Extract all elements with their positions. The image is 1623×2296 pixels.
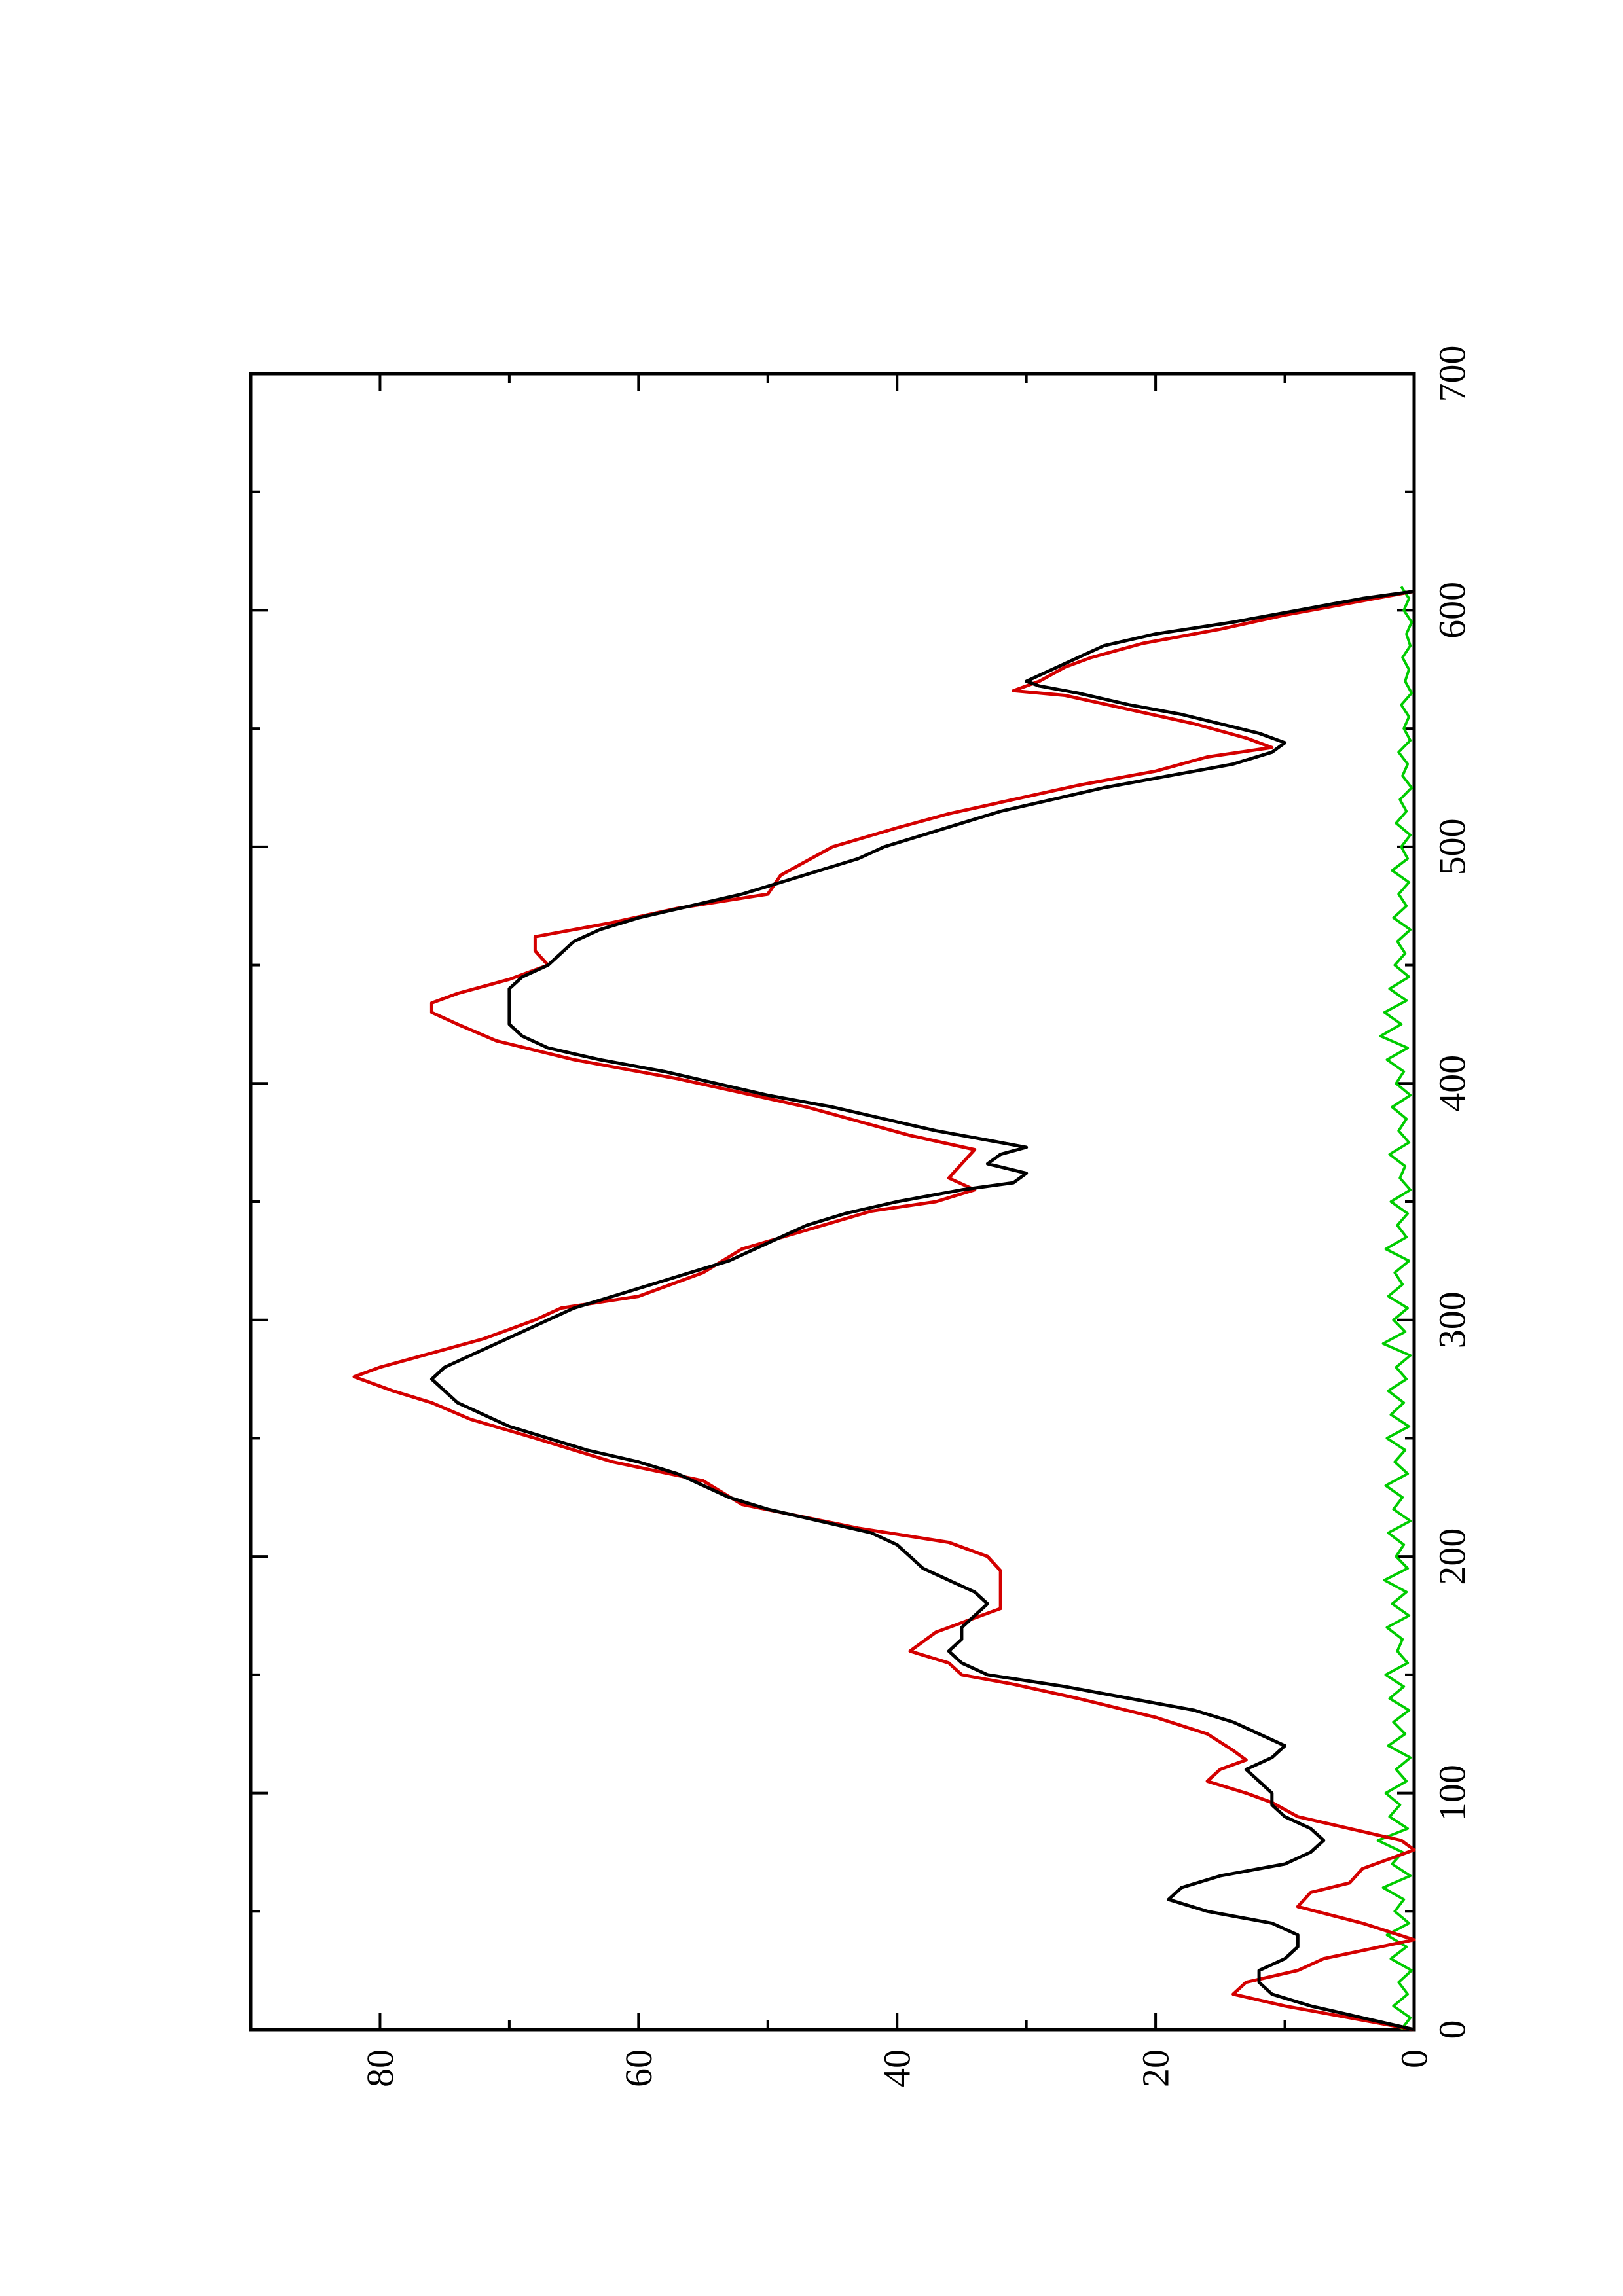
y-tick-label: 40 <box>876 2049 919 2087</box>
y-tick-label: 80 <box>359 2049 401 2087</box>
y-tick-label: 60 <box>617 2049 660 2087</box>
y-tick-label: 0 <box>1393 2049 1436 2068</box>
axis-ticks <box>249 372 1415 2031</box>
series-line-noisy <box>1376 586 1413 2031</box>
series-line-step <box>352 590 1416 2032</box>
x-tick-label: 300 <box>1431 1291 1474 1348</box>
x-tick-label: 100 <box>1431 1765 1474 1821</box>
y-tick-label: 20 <box>1135 2049 1177 2087</box>
x-tick-label: 200 <box>1431 1528 1474 1585</box>
x-tick-label: 700 <box>1431 346 1474 403</box>
series-line-smooth <box>429 590 1415 2032</box>
x-tick-label: 600 <box>1431 582 1474 639</box>
axis-tick-labels: 0 100 200 300 400 500 600 700 0 20 40 60 80 <box>359 346 1474 2088</box>
x-tick-label: 0 <box>1431 2020 1474 2039</box>
x-tick-label: 500 <box>1431 818 1474 875</box>
x-tick-label: 400 <box>1431 1055 1474 1112</box>
series-layer <box>352 586 1416 2032</box>
